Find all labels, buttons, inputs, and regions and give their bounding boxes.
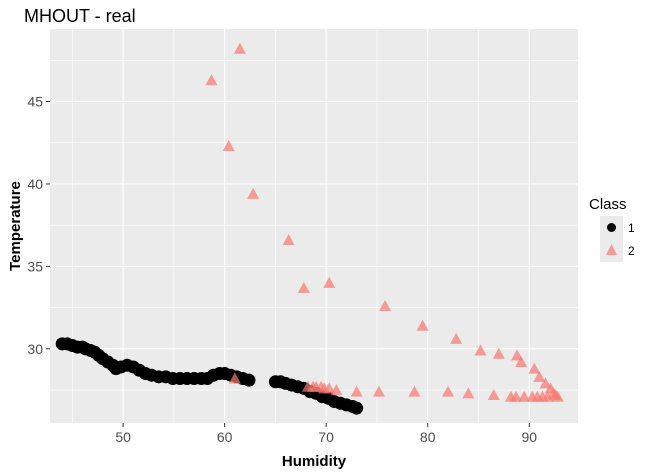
data-point-class-1 [242, 373, 256, 387]
data-point-class-2 [416, 319, 429, 331]
legend-title: Class [589, 196, 627, 213]
data-point-class-2 [297, 281, 310, 293]
legend-triangle-icon [606, 244, 617, 255]
data-point-class-2 [551, 390, 564, 402]
x-axis-title: Humidity [282, 453, 347, 470]
data-point-class-2 [526, 390, 539, 402]
y-tick-label: 45 [27, 94, 43, 110]
major-gridlines [50, 29, 578, 423]
data-point-class-2 [533, 370, 546, 382]
data-point-class-2 [442, 385, 455, 397]
chart-title: MHOUT - real [24, 6, 136, 26]
data-point-class-2 [511, 349, 524, 361]
data-point-class-2 [487, 388, 500, 400]
data-point-class-2 [450, 332, 463, 344]
x-tick-label: 60 [217, 429, 233, 445]
data-point-class-2 [233, 42, 246, 54]
data-point-class-2 [379, 299, 392, 311]
data-point-class-2 [518, 390, 531, 402]
x-tick-label: 80 [420, 429, 436, 445]
y-tick-label: 35 [27, 258, 43, 274]
data-point-class-2 [515, 356, 528, 368]
x-tick-label: 70 [318, 429, 334, 445]
data-point-class-2 [323, 276, 336, 288]
plot-panel [50, 29, 578, 423]
data-point-class-2 [528, 362, 541, 374]
x-axis: 50 60 70 80 90 [115, 423, 537, 445]
data-point-class-2 [492, 347, 505, 359]
y-axis-title: Temperature [7, 181, 24, 271]
data-point-class-2 [301, 380, 314, 392]
y-axis: 30 35 40 45 [27, 94, 50, 357]
legend-label-class-1: 1 [628, 221, 635, 235]
x-tick-label: 50 [115, 429, 131, 445]
data-point-class-2 [474, 344, 487, 356]
data-point-class-1 [350, 401, 364, 415]
legend: Class 1 2 [589, 196, 635, 262]
x-tick-label: 90 [521, 429, 537, 445]
series-class-2 [205, 42, 564, 402]
legend-circle-icon [607, 223, 616, 232]
data-point-class-2 [408, 385, 421, 397]
data-point-class-2 [228, 372, 241, 384]
data-point-class-2 [462, 387, 475, 399]
data-point-class-2 [539, 377, 552, 389]
data-point-class-2 [222, 140, 235, 152]
data-point-class-2 [372, 385, 385, 397]
legend-label-class-2: 2 [628, 244, 635, 258]
series-class-1 [55, 337, 364, 415]
y-tick-label: 30 [27, 341, 43, 357]
data-point-class-2 [247, 187, 260, 199]
y-tick-label: 40 [27, 176, 43, 192]
data-point-class-2 [205, 74, 218, 86]
data-point-class-2 [282, 234, 295, 246]
data-point-class-2 [350, 385, 363, 397]
data-point-class-2 [504, 390, 517, 402]
